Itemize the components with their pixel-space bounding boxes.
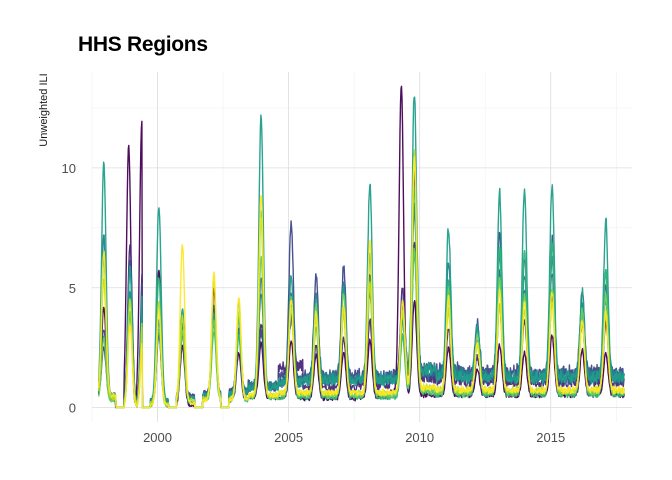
- series-line-6: [97, 96, 625, 409]
- chart-title: HHS Regions: [78, 33, 208, 56]
- series-line-10: [97, 155, 625, 409]
- tick-labels: 0 5 10 2000 2005 2010 2015: [62, 161, 566, 445]
- y-tick-label-10: 10: [62, 161, 76, 176]
- x-tick-label-2015: 2015: [536, 430, 565, 445]
- y-tick-label-5: 5: [69, 281, 76, 296]
- series-layer: [97, 85, 625, 409]
- x-tick-label-2010: 2010: [405, 430, 434, 445]
- series-line-1: [97, 85, 625, 409]
- y-tick-label-0: 0: [69, 401, 76, 416]
- y-axis-title: Unweighted ILI: [38, 73, 50, 146]
- grid-minor: [91, 72, 632, 422]
- x-tick-label-2005: 2005: [274, 430, 303, 445]
- x-tick-label-2000: 2000: [143, 430, 172, 445]
